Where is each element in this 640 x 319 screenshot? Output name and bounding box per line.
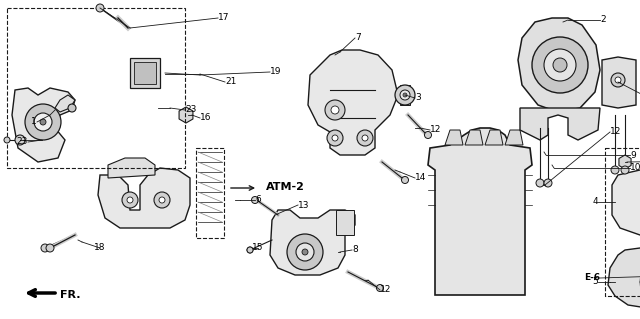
Polygon shape [179, 107, 193, 123]
Circle shape [154, 192, 170, 208]
Polygon shape [602, 57, 636, 108]
Circle shape [611, 73, 625, 87]
Polygon shape [465, 130, 483, 145]
Circle shape [96, 4, 104, 12]
Text: 5: 5 [592, 278, 598, 286]
Text: ATM-2: ATM-2 [266, 182, 305, 192]
Circle shape [331, 106, 339, 114]
Text: 7: 7 [355, 33, 361, 42]
Circle shape [553, 58, 567, 72]
Circle shape [247, 247, 253, 253]
Circle shape [332, 135, 338, 141]
Circle shape [327, 130, 343, 146]
Circle shape [357, 130, 373, 146]
Text: 21: 21 [225, 78, 236, 86]
Circle shape [401, 176, 408, 183]
Text: 4: 4 [593, 197, 598, 206]
Text: 17: 17 [218, 13, 230, 23]
Polygon shape [612, 170, 640, 235]
Polygon shape [270, 210, 355, 275]
Text: 12: 12 [610, 128, 621, 137]
Circle shape [532, 37, 588, 93]
Polygon shape [520, 108, 600, 140]
Polygon shape [518, 18, 600, 112]
Polygon shape [445, 130, 463, 145]
Circle shape [376, 285, 383, 292]
Circle shape [621, 166, 629, 174]
Circle shape [41, 244, 49, 252]
Bar [400, 85, 410, 105]
Bar [134, 62, 156, 84]
Circle shape [302, 249, 308, 255]
Text: 1: 1 [31, 117, 37, 127]
Bar [605, 148, 640, 296]
Polygon shape [619, 155, 631, 169]
Polygon shape [130, 58, 160, 88]
Text: 18: 18 [94, 243, 106, 253]
Text: 6: 6 [255, 196, 260, 204]
Text: 3: 3 [415, 93, 420, 102]
Circle shape [325, 100, 345, 120]
Text: 2: 2 [600, 16, 605, 25]
Circle shape [536, 179, 544, 187]
Circle shape [400, 90, 410, 100]
Circle shape [611, 166, 619, 174]
Circle shape [68, 104, 76, 112]
Polygon shape [505, 130, 523, 145]
Bar [196, 148, 224, 238]
Polygon shape [308, 50, 398, 155]
Circle shape [395, 85, 415, 105]
Text: 13: 13 [298, 201, 310, 210]
Circle shape [46, 244, 54, 252]
Circle shape [362, 135, 368, 141]
Circle shape [247, 247, 253, 253]
Circle shape [544, 49, 576, 81]
Text: 12: 12 [430, 125, 442, 135]
Polygon shape [55, 95, 75, 112]
Text: 12: 12 [380, 286, 392, 294]
Circle shape [40, 119, 46, 125]
Bar [336, 210, 354, 235]
Polygon shape [485, 130, 503, 145]
Circle shape [544, 179, 552, 187]
Circle shape [296, 243, 314, 261]
Text: 23: 23 [185, 106, 196, 115]
Polygon shape [108, 158, 155, 178]
Text: 9: 9 [630, 151, 636, 160]
Circle shape [424, 131, 431, 138]
Text: 8: 8 [352, 246, 358, 255]
Text: FR.: FR. [60, 290, 81, 300]
Circle shape [287, 234, 323, 270]
Text: 14: 14 [415, 174, 426, 182]
Text: E-6: E-6 [584, 273, 600, 283]
Circle shape [34, 113, 52, 131]
Bar [7, 8, 185, 168]
Circle shape [25, 104, 61, 140]
Polygon shape [428, 128, 532, 295]
Text: 10: 10 [630, 164, 640, 173]
Polygon shape [98, 168, 190, 228]
Circle shape [122, 192, 138, 208]
Polygon shape [12, 88, 75, 162]
Text: 15: 15 [252, 243, 264, 253]
Circle shape [615, 77, 621, 83]
Polygon shape [608, 248, 640, 310]
Text: 23: 23 [17, 137, 28, 146]
Circle shape [403, 93, 407, 97]
Circle shape [252, 197, 259, 204]
Text: 19: 19 [270, 68, 282, 77]
Circle shape [4, 137, 10, 143]
Circle shape [127, 197, 133, 203]
Circle shape [159, 197, 165, 203]
Text: 16: 16 [200, 114, 211, 122]
Circle shape [15, 135, 25, 145]
